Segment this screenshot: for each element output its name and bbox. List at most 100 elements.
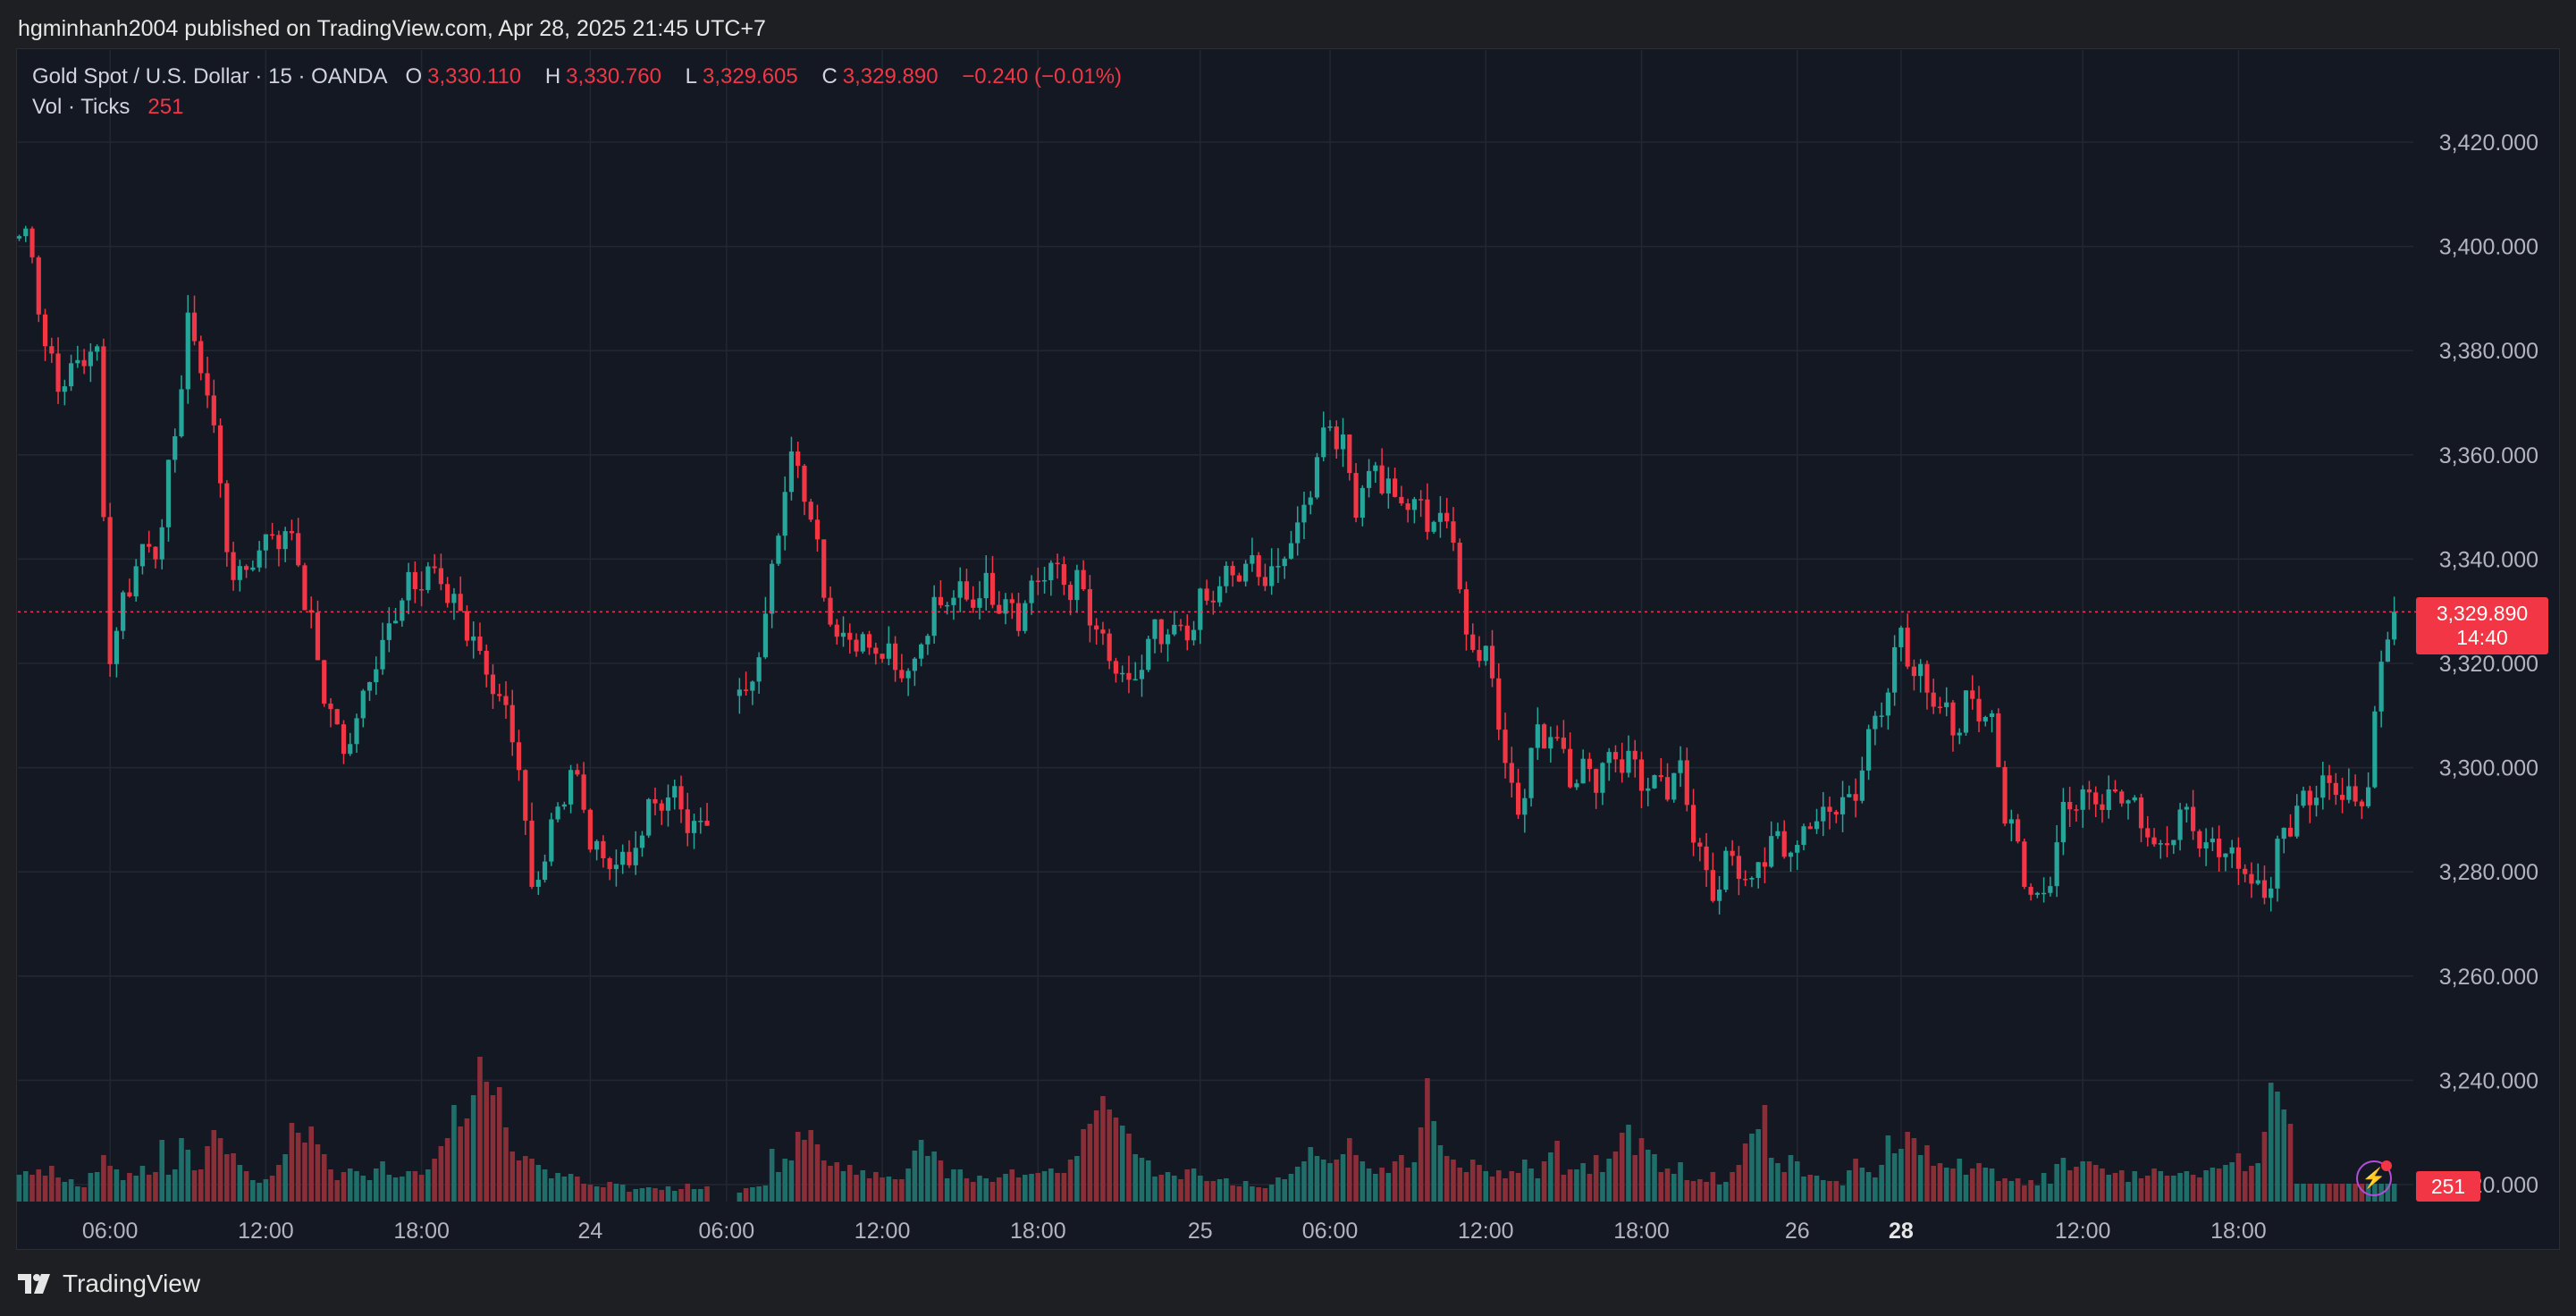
volume-bar: [29, 1175, 35, 1202]
candle-body: [1477, 649, 1482, 662]
volume-bar: [1853, 1159, 1858, 1202]
volume-bar: [769, 1149, 775, 1202]
lightning-icon[interactable]: ⚡: [2356, 1160, 2392, 1196]
candle-body: [1574, 783, 1579, 788]
candle-body: [1023, 603, 1028, 631]
volume-bar: [81, 1187, 87, 1202]
volume-bar: [516, 1160, 522, 1202]
volume-bar: [802, 1140, 807, 1202]
volume-bar: [127, 1173, 132, 1202]
candle-body: [989, 572, 996, 605]
candle-body: [2112, 789, 2118, 792]
volume-bar: [2249, 1166, 2254, 1202]
candle-body: [2203, 842, 2209, 849]
candle-body: [334, 709, 340, 725]
candle-body: [1113, 661, 1119, 674]
volume-bar: [1444, 1156, 1450, 1202]
candle-body: [29, 228, 35, 257]
volume-bar: [860, 1170, 866, 1202]
candle-body: [834, 624, 839, 637]
volume-bar: [36, 1169, 42, 1202]
volume-bar: [308, 1126, 314, 1202]
price-tick-label: 3,320.000: [2439, 652, 2538, 677]
candle-body: [1594, 769, 1599, 793]
volume-bar: [1152, 1177, 1158, 1202]
candle-body: [217, 425, 223, 484]
candle-body: [308, 610, 314, 613]
candle-body: [2015, 819, 2021, 842]
candle-body: [1094, 625, 1099, 630]
volume-bar: [224, 1154, 230, 1202]
candle-body: [1568, 748, 1573, 788]
candle-body: [477, 636, 483, 651]
candle-body: [2287, 827, 2294, 837]
volume-bar: [1716, 1185, 1722, 1202]
candle-body: [55, 353, 61, 392]
volume-bar: [607, 1182, 612, 1202]
candle-body: [1561, 737, 1566, 749]
candle-body: [2106, 789, 2111, 810]
footer-brand[interactable]: TradingView: [18, 1270, 200, 1298]
open-value: 3,330.110: [427, 64, 522, 89]
candle-body: [1437, 512, 1444, 522]
volume-bar: [601, 1187, 606, 1202]
volume-bar: [1463, 1172, 1469, 1202]
volume-bar: [1671, 1174, 1677, 1202]
volume-bar: [1489, 1177, 1495, 1202]
volume-bar: [2353, 1184, 2358, 1202]
candle-body: [366, 682, 373, 691]
volume-bar: [2126, 1182, 2131, 1202]
symbol-title[interactable]: Gold Spot / U.S. Dollar · 15 · OANDA: [32, 64, 388, 89]
candle-body: [42, 314, 48, 347]
volume-bar: [1347, 1138, 1352, 1202]
volume-bar: [535, 1165, 542, 1202]
chart-panel[interactable]: [16, 48, 2560, 1250]
candle-body: [121, 592, 126, 631]
price-tick-label: 3,240.000: [2439, 1068, 2538, 1093]
candle-body: [1638, 759, 1645, 791]
candle-body: [1775, 831, 1780, 837]
volume-bar: [880, 1177, 885, 1202]
volume-label[interactable]: Vol · Ticks: [32, 95, 130, 119]
volume-bar: [153, 1172, 158, 1202]
volume-bar: [1158, 1175, 1165, 1202]
candle-body: [1970, 690, 1975, 699]
volume-bar: [509, 1152, 516, 1202]
volume-bar: [1425, 1078, 1430, 1202]
volume-bar: [957, 1169, 963, 1202]
volume-bar: [1898, 1149, 1904, 1202]
candle-body: [983, 572, 989, 599]
volume-bar: [55, 1177, 61, 1202]
volume-bar: [2307, 1184, 2313, 1202]
volume-bar: [179, 1138, 184, 1202]
volume-bar: [1983, 1168, 1989, 1202]
volume-bar: [406, 1171, 411, 1202]
candle-body: [1029, 580, 1034, 603]
volume-bar: [374, 1168, 379, 1202]
candle-body: [1827, 806, 1832, 813]
volume-bar: [912, 1151, 918, 1202]
candle-body: [1957, 732, 1962, 736]
price-axis: 3,420.000 3,400.000 3,380.000 3,360.000 3,34…: [2439, 131, 2538, 1198]
volume-bar: [1931, 1166, 1936, 1202]
volume-bar: [1684, 1180, 1690, 1202]
volume-bar: [2041, 1173, 2047, 1202]
volume-bar: [1301, 1161, 1307, 1202]
volume-bars: [16, 1057, 2397, 1202]
volume-bar: [1081, 1129, 1086, 1202]
candle-body: [1795, 845, 1800, 853]
volume-bar: [1191, 1168, 1197, 1202]
volume-bar: [1638, 1138, 1645, 1202]
volume-bar: [503, 1127, 509, 1202]
candle-body: [1678, 760, 1683, 773]
candle-body: [1646, 788, 1651, 791]
volume-bar: [1742, 1143, 1748, 1202]
candle-body: [1528, 747, 1534, 798]
candle-body: [691, 821, 697, 833]
volume-bar: [652, 1188, 658, 1202]
candle-body: [1723, 850, 1729, 890]
volume-bar: [1794, 1161, 1800, 1202]
candle-body: [296, 533, 301, 566]
volume-bar: [243, 1171, 249, 1202]
